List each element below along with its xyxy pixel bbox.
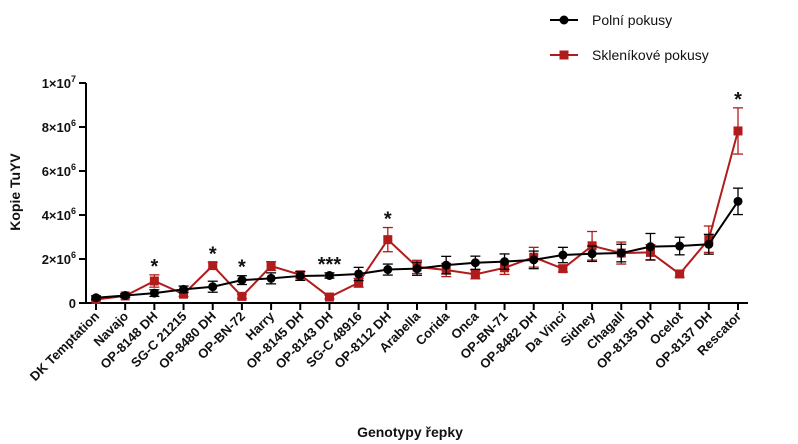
significance-annotations: *** ***** bbox=[150, 89, 742, 279]
y-axis-title: Kopie TuYV bbox=[7, 153, 23, 231]
data-point bbox=[91, 293, 101, 303]
data-point bbox=[120, 291, 130, 301]
legend-item-greenhouse: Skleníkové pokusy bbox=[550, 47, 709, 63]
legend-item-field: Polní pokusy bbox=[550, 12, 672, 28]
data-point bbox=[733, 126, 743, 136]
y-tick-label: 4×106 bbox=[42, 206, 76, 223]
significance-marker: * bbox=[150, 256, 158, 278]
y-tick-label: 8×106 bbox=[42, 118, 76, 135]
y-tick-label: 1×107 bbox=[42, 74, 76, 91]
data-point bbox=[529, 255, 539, 265]
data-point bbox=[324, 292, 334, 302]
data-point bbox=[500, 257, 510, 267]
significance-marker: * bbox=[384, 209, 392, 231]
data-point bbox=[733, 196, 743, 206]
x-axis-title: Genotypy řepky bbox=[357, 424, 463, 440]
y-tick-label: 6×106 bbox=[42, 162, 76, 179]
data-point bbox=[237, 275, 247, 285]
data-point bbox=[470, 269, 480, 279]
plot-area bbox=[91, 107, 743, 304]
significance-marker: * bbox=[734, 89, 742, 111]
y-tick-label: 0 bbox=[69, 296, 76, 311]
significance-marker: *** bbox=[318, 254, 342, 276]
data-point bbox=[149, 276, 159, 286]
data-point bbox=[237, 291, 247, 301]
data-point bbox=[675, 269, 685, 279]
data-point bbox=[383, 265, 393, 275]
data-point bbox=[587, 249, 597, 259]
series-field bbox=[91, 187, 743, 303]
data-point bbox=[704, 239, 714, 249]
legend-label-greenhouse: Skleníkové pokusy bbox=[592, 47, 709, 63]
data-point bbox=[179, 289, 189, 299]
series-line bbox=[95, 200, 739, 299]
data-point bbox=[412, 264, 422, 274]
data-point bbox=[149, 288, 159, 298]
data-point bbox=[208, 282, 218, 292]
data-point bbox=[324, 271, 334, 280]
data-point bbox=[266, 273, 276, 283]
y-tick-label: 2×106 bbox=[42, 250, 76, 267]
data-point bbox=[179, 284, 189, 294]
data-point bbox=[558, 250, 568, 260]
data-point bbox=[645, 242, 655, 252]
data-point bbox=[208, 261, 218, 271]
data-point bbox=[295, 271, 305, 281]
y-axis: 0 2×106 4×106 6×106 8×106 1×107 bbox=[42, 74, 87, 311]
data-point bbox=[354, 269, 364, 279]
significance-marker: * bbox=[238, 257, 246, 279]
data-point bbox=[558, 264, 568, 274]
data-point bbox=[266, 261, 276, 271]
legend-marker-field bbox=[559, 15, 569, 25]
x-tick-label: Corida bbox=[413, 308, 453, 348]
legend: Polní pokusy Skleníkové pokusy bbox=[550, 12, 709, 63]
data-point bbox=[354, 278, 364, 288]
legend-label-field: Polní pokusy bbox=[592, 12, 672, 28]
data-point bbox=[675, 241, 685, 251]
data-point bbox=[470, 258, 480, 268]
significance-marker: * bbox=[209, 243, 217, 265]
data-point bbox=[441, 260, 451, 270]
data-point bbox=[616, 248, 626, 258]
x-tick-label: DK Temptation bbox=[27, 308, 102, 383]
legend-marker-greenhouse bbox=[559, 50, 569, 60]
data-point bbox=[383, 235, 393, 245]
